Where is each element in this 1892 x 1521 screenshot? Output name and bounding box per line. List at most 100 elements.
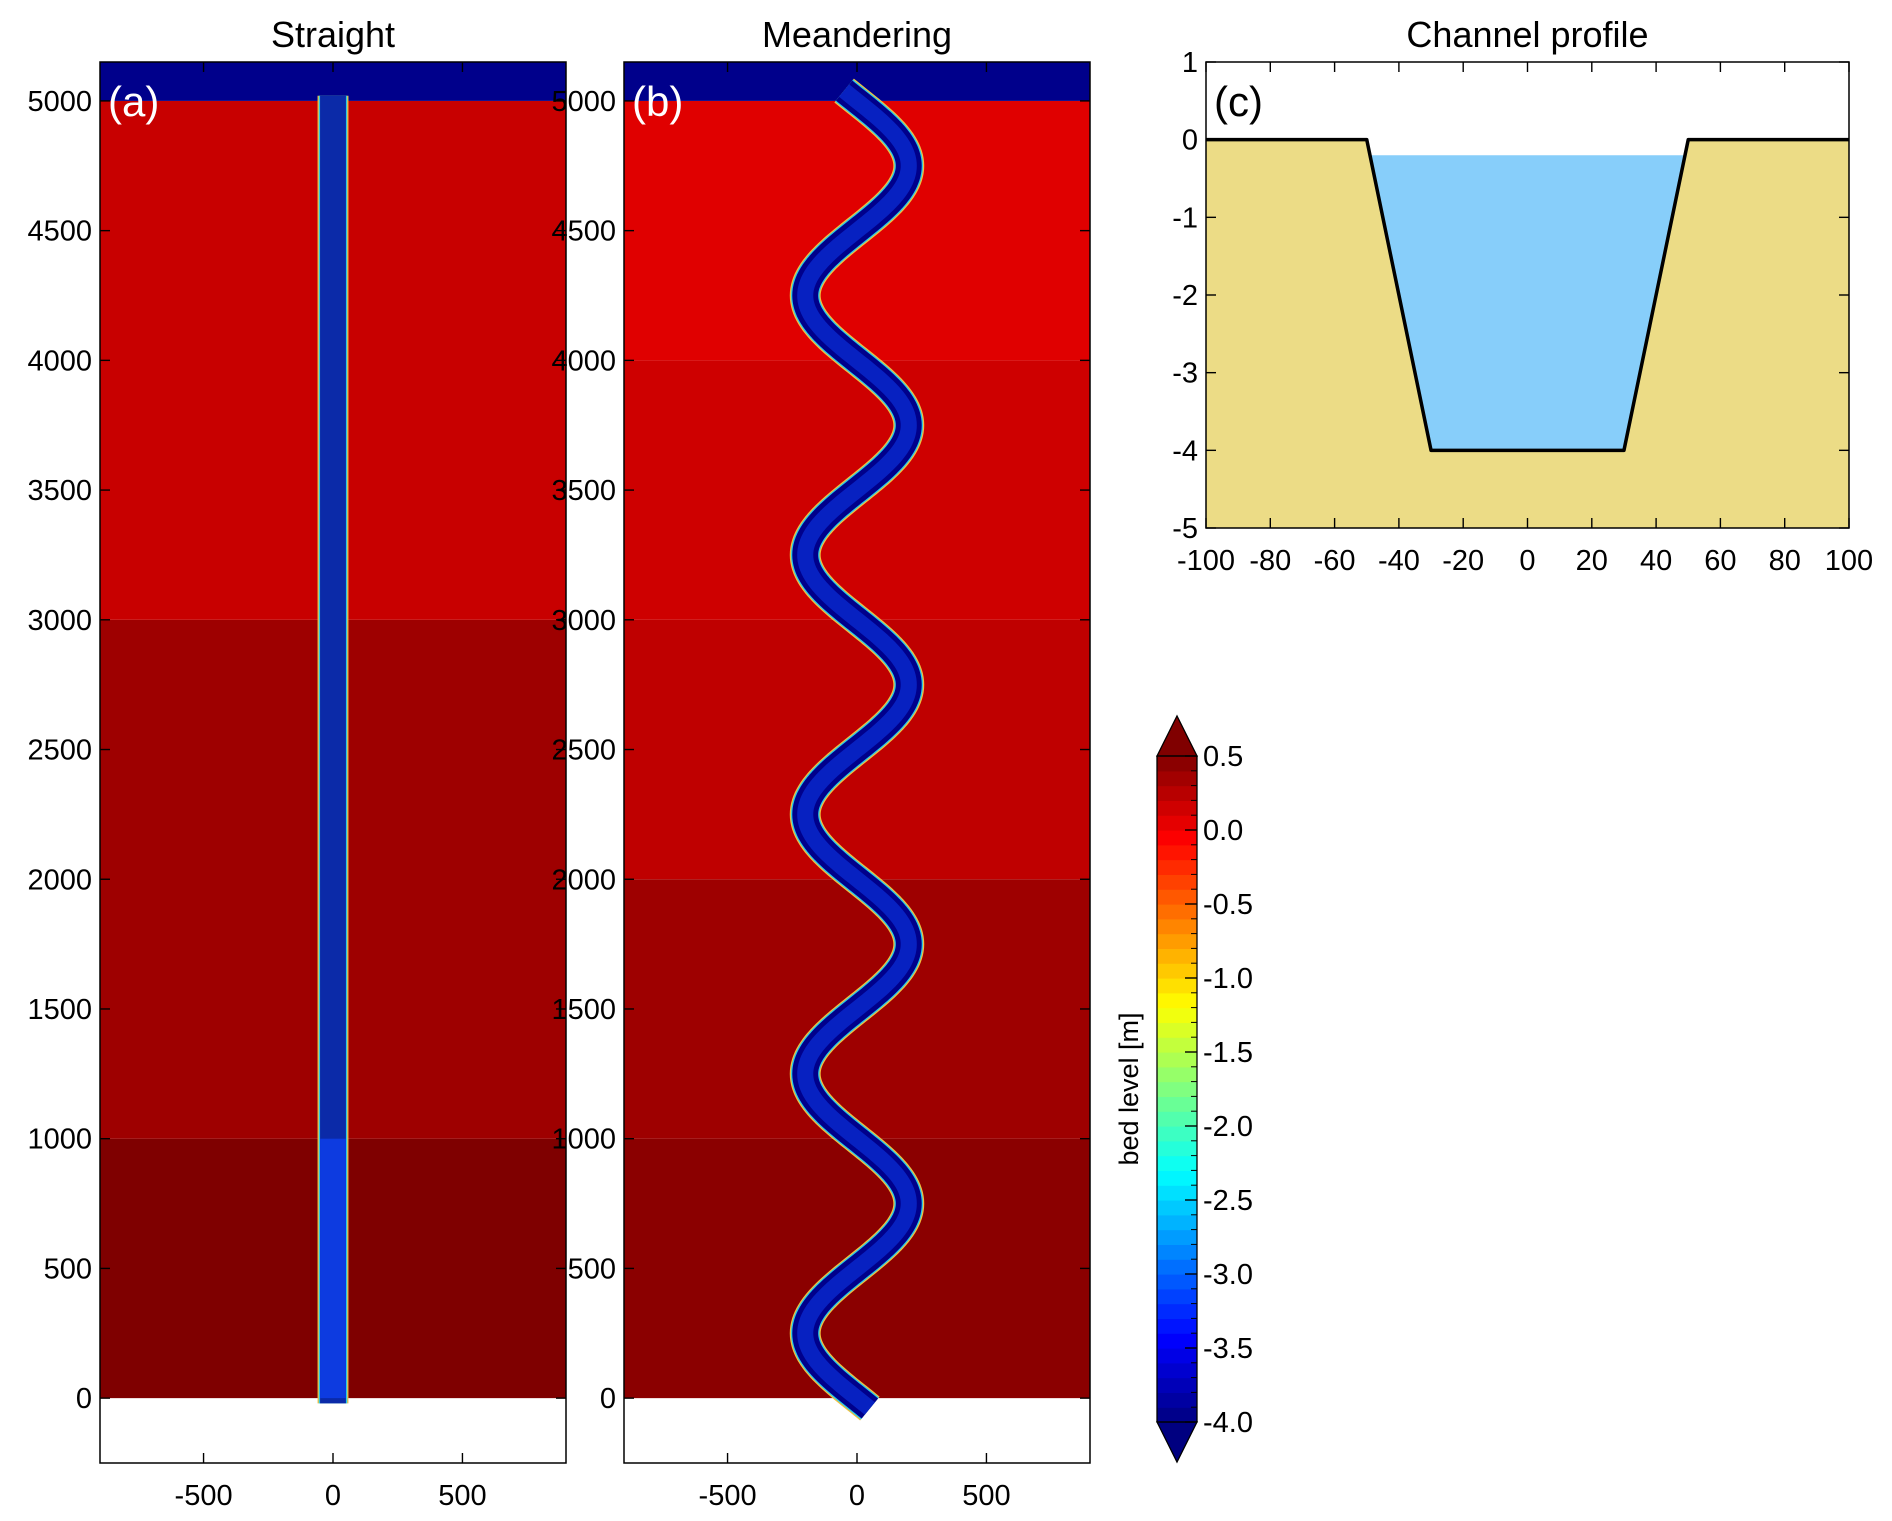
panel-b-meandering: 0500100015002000250030003500400045005000… [551,14,1091,1512]
colorbar-level-23 [1157,1066,1197,1083]
colorbar-level-9 [1157,1274,1197,1290]
colorbar-tick-label: -1.5 [1203,1037,1253,1069]
panel-label: (c) [1214,78,1263,125]
colorbar-tick-label: 0.0 [1203,815,1243,847]
colorbar-level-10 [1157,1259,1197,1275]
colorbar-tick-label: 0.5 [1203,741,1243,773]
x-tick-label: 0 [1519,545,1535,577]
colorbar-level-34 [1157,904,1197,920]
colorbar-level-11 [1157,1244,1197,1260]
colorbar-level-12 [1157,1229,1197,1245]
colorbar-level-21 [1157,1096,1197,1112]
colorbar-level-1 [1157,1392,1197,1408]
x-tick-label: 40 [1640,545,1672,577]
colorbar-level-8 [1157,1288,1197,1305]
y-tick-label: 0 [76,1383,92,1415]
y-tick-label: 4000 [551,345,616,377]
colorbar-tick-label: -2.0 [1203,1111,1253,1143]
water-fill [1369,155,1686,451]
y-tick-label: 2000 [551,864,616,896]
colorbar-level-5 [1157,1333,1197,1349]
panel-c-channel-profile: 1 0 -1 -2 -3 -4 -5-100 -80 -60 -40 -20 0 20 40 60 80 100… [1172,14,1873,577]
x-tick-label: 0 [849,1480,865,1512]
colorbar-level-40 [1157,815,1197,831]
colorbar-extend-max [1155,714,1199,757]
y-tick-label: -1 [1172,202,1198,234]
panel-title: Straight [271,14,395,55]
x-tick-label: -100 [1177,545,1235,577]
channel-lower-section [320,1138,346,1399]
colorbar-level-28 [1157,992,1197,1009]
colorbar-frame [1156,755,1198,1423]
colorbar-level-22 [1157,1081,1197,1097]
x-tick-label: 60 [1704,545,1736,577]
y-tick-label: -4 [1172,435,1198,467]
colorbar-level-41 [1157,800,1197,816]
colorbar-tick-label: -4.0 [1203,1407,1253,1439]
x-tick-label: 500 [962,1480,1010,1512]
colorbar: 0.5 0.0 -0.5 -1.0 -1.5 -2.0 -2.5 -3.0 -3.5 -4.0 be… [1114,714,1253,1464]
sediment-fill [1206,139,1849,528]
panel-title: Meandering [762,14,952,55]
colorbar-level-38 [1157,844,1197,861]
y-tick-label: 1 [1182,47,1198,79]
x-tick-label: -20 [1442,545,1484,577]
colorbar-level-18 [1157,1140,1197,1157]
y-tick-label: 4500 [27,216,92,248]
y-tick-label: 2500 [551,735,616,767]
colorbar-level-16 [1157,1170,1197,1186]
y-tick-label: 3500 [27,475,92,507]
channel-core [797,84,917,1415]
colorbar-level-17 [1157,1155,1197,1171]
y-tick-label: 4000 [27,345,92,377]
colorbar-level-25 [1157,1037,1197,1053]
colorbar-level-7 [1157,1303,1197,1319]
colorbar-level-44 [1157,756,1197,772]
y-tick-label: 1500 [551,994,616,1026]
colorbar-tick-label: -2.5 [1203,1185,1253,1217]
x-tick-label: 500 [438,1480,486,1512]
colorbar-tick-label: -3.5 [1203,1333,1253,1365]
x-tick-label: 100 [1825,545,1873,577]
y-tick-label: 500 [568,1253,616,1285]
colorbar-level-35 [1157,889,1197,905]
colorbar-level-29 [1157,978,1197,994]
colorbar-label: bed level [m] [1114,1012,1144,1165]
colorbar-level-13 [1157,1214,1197,1231]
x-tick-label: 80 [1769,545,1801,577]
colorbar-tick-label: -0.5 [1203,889,1253,921]
colorbar-level-30 [1157,963,1197,979]
y-tick-label: 2000 [27,864,92,896]
x-tick-label: -80 [1249,545,1291,577]
y-tick-label: 0 [1182,125,1198,157]
colorbar-level-37 [1157,859,1197,875]
y-tick-label: 1000 [551,1124,616,1156]
colorbar-level-20 [1157,1111,1197,1127]
colorbar-tick-label: -3.0 [1203,1259,1253,1291]
colorbar-level-36 [1157,874,1197,890]
x-tick-label: 0 [325,1480,341,1512]
y-tick-label: 0 [600,1383,616,1415]
y-tick-label: 5000 [551,86,616,118]
bed-profile-line [1206,137,1849,453]
colorbar-level-15 [1157,1185,1197,1201]
colorbar-extend-min [1155,1421,1199,1464]
colorbar-level-32 [1157,933,1197,949]
y-tick-label: 3000 [27,605,92,637]
colorbar-level-42 [1157,785,1197,801]
panel-a-straight: 0500100015002000250030003500400045005000… [27,14,567,1512]
x-tick-label: -500 [699,1480,757,1512]
y-tick-label: 3000 [551,605,616,637]
colorbar-level-31 [1157,948,1197,964]
panel-title: Channel profile [1406,14,1648,55]
y-tick-label: -3 [1172,358,1198,390]
colorbar-level-43 [1157,770,1197,787]
colorbar-level-4 [1157,1348,1197,1364]
y-tick-label: -2 [1172,280,1198,312]
colorbar-level-19 [1157,1126,1197,1142]
y-tick-label: -5 [1172,513,1198,545]
y-tick-label: 1000 [27,1124,92,1156]
colorbar-level-3 [1157,1362,1197,1379]
colorbar-level-24 [1157,1052,1197,1068]
